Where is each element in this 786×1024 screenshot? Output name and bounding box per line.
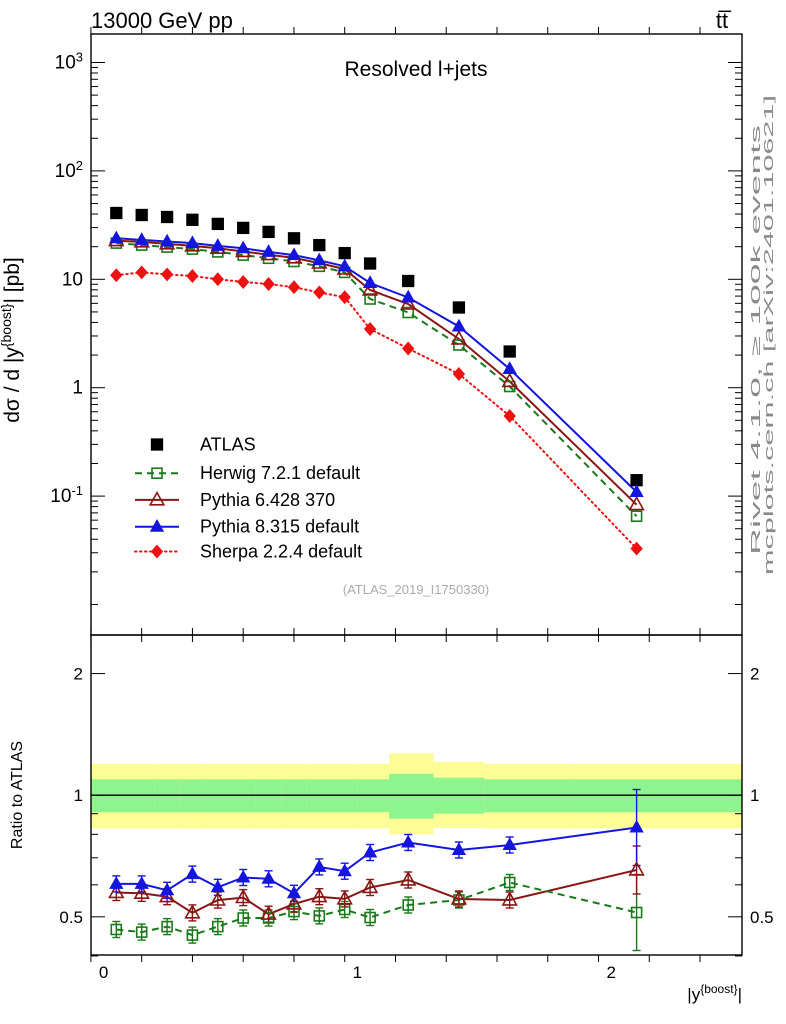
svg-text:Pythia 6.428 370: Pythia 6.428 370 [200,490,335,510]
svg-text:ATLAS: ATLAS [200,435,256,455]
svg-text:1: 1 [74,786,83,805]
svg-text:0.5: 0.5 [750,908,774,927]
svg-text:Pythia 8.315 default: Pythia 8.315 default [200,517,359,537]
svg-text:2: 2 [606,963,615,982]
svg-text:(ATLAS_2019_I1750330): (ATLAS_2019_I1750330) [343,582,489,597]
svg-text:0: 0 [99,963,108,982]
svg-text:Resolved l+jets: Resolved l+jets [345,58,488,81]
svg-text:10: 10 [62,269,83,290]
svg-text:0.5: 0.5 [59,908,83,927]
svg-text:2: 2 [74,665,83,684]
svg-text:Ratio to ATLAS: Ratio to ATLAS [9,741,26,849]
svg-text:Sherpa 2.2.4 default: Sherpa 2.2.4 default [200,542,362,562]
svg-text:1: 1 [72,378,83,399]
svg-text:1: 1 [353,963,362,982]
svg-text:13000 GeV pp: 13000 GeV pp [91,8,233,33]
svg-text:Herwig 7.2.1 default: Herwig 7.2.1 default [200,463,360,483]
svg-text:1: 1 [750,786,759,805]
svg-text:mcplots.cern.ch [arXiv:2401.10: mcplots.cern.ch [arXiv:2401.10621] [761,95,776,575]
svg-text:2: 2 [750,665,759,684]
